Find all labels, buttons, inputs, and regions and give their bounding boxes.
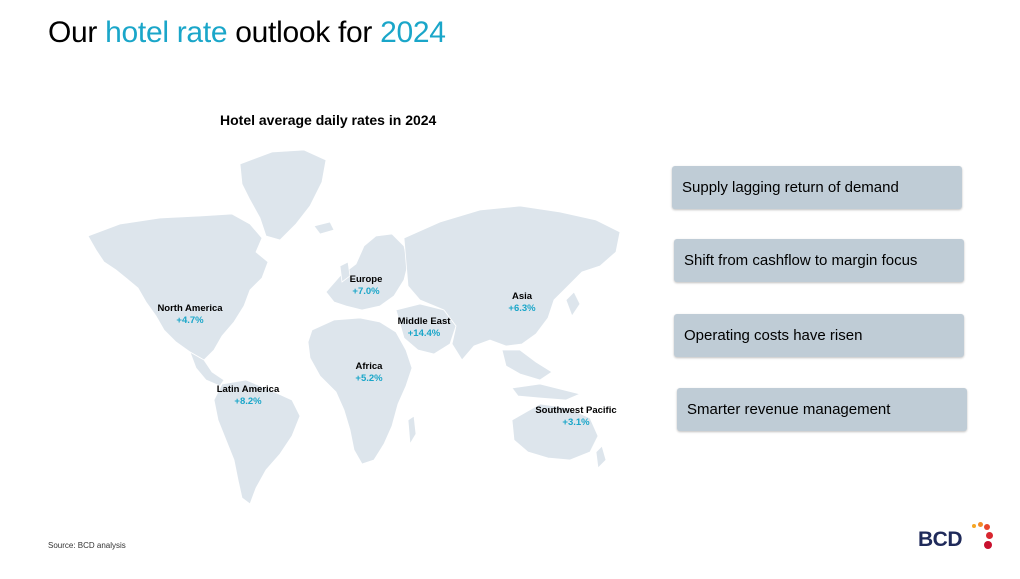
landmass-south-america xyxy=(213,379,301,505)
landmass-europe xyxy=(325,233,409,311)
region-label-middle-east: Middle East +14.4% xyxy=(397,316,451,339)
source-note: Source: BCD analysis xyxy=(48,541,126,550)
landmass-australia xyxy=(511,403,599,461)
title-highlight-year: 2024 xyxy=(380,16,446,49)
landmass-iceland xyxy=(313,221,335,235)
map-title: Hotel average daily rates in 2024 xyxy=(220,112,437,128)
landmass-southeast-asia xyxy=(501,349,553,381)
driver-card-margin: Shift from cashflow to margin focus xyxy=(674,239,964,282)
driver-card-supply: Supply lagging return of demand xyxy=(672,166,962,209)
bcd-logo: BCD xyxy=(918,522,998,554)
landmass-new-zealand xyxy=(595,445,607,469)
landmass-north-america xyxy=(87,213,269,361)
landmass-asia xyxy=(403,205,621,361)
region-label-europe: Europe +7.0% xyxy=(349,274,383,297)
landmass-uk xyxy=(339,261,351,283)
landmass-central-america xyxy=(189,351,225,387)
region-label-asia: Asia +6.3% xyxy=(508,291,536,314)
landmass-middle-east xyxy=(395,303,457,355)
landmass-japan xyxy=(565,291,581,317)
driver-card-costs: Operating costs have risen xyxy=(674,314,964,357)
landmass-africa xyxy=(307,317,413,465)
page-title: Our hotel rate outlook for 2024 xyxy=(48,16,446,49)
landmass-indonesia xyxy=(511,383,582,401)
driver-card-revenue-management: Smarter revenue management xyxy=(677,388,967,431)
landmass-madagascar xyxy=(407,415,417,446)
region-label-north-america: North America +4.7% xyxy=(157,303,223,326)
region-label-southwest-pacific: Southwest Pacific +3.1% xyxy=(535,405,617,428)
region-label-africa: Africa +5.2% xyxy=(355,361,383,384)
landmass-greenland xyxy=(239,149,327,241)
title-highlight-hotel-rate: hotel rate xyxy=(105,16,228,49)
region-label-latin-america: Latin America +8.2% xyxy=(216,384,280,407)
